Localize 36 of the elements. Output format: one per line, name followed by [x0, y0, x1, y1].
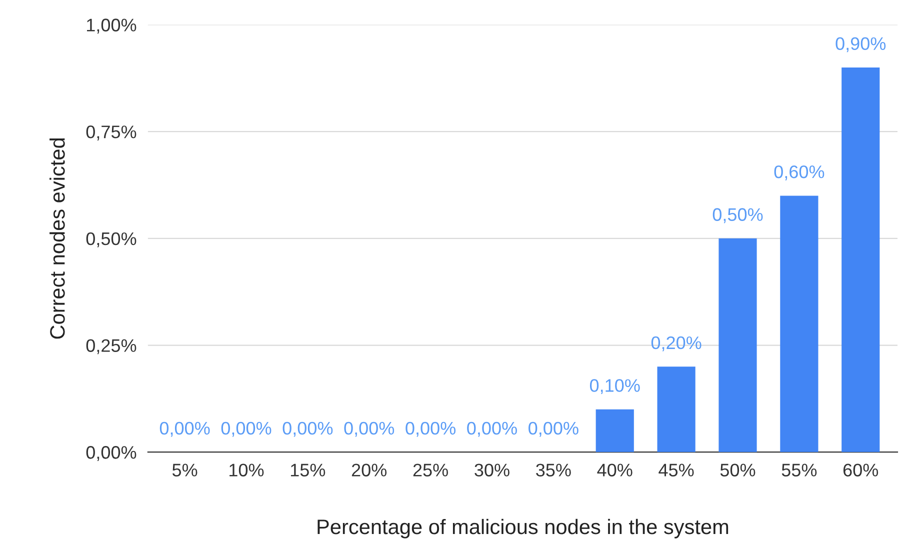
- y-tick-label: 0,50%: [86, 232, 136, 248]
- data-label: 0,60%: [774, 165, 824, 180]
- x-tick-label: 55%: [782, 464, 817, 476]
- bar: [718, 238, 757, 452]
- y-tick-label: 1,00%: [87, 18, 136, 34]
- x-tick-label: 30%: [474, 464, 510, 476]
- y-axis-title: Correct nodes evicted: [50, 138, 65, 339]
- x-tick-label: 45%: [658, 464, 694, 476]
- x-tick-label: 50%: [720, 464, 756, 476]
- bar: [780, 196, 818, 452]
- x-tick-label: 20%: [352, 464, 387, 476]
- x-tick-label: 40%: [597, 464, 632, 476]
- data-label: 0,00%: [160, 422, 210, 437]
- data-label: 0,20%: [651, 336, 702, 352]
- bar: [596, 409, 634, 452]
- data-label: 0,00%: [282, 422, 333, 437]
- data-label: 0,00%: [344, 422, 394, 437]
- y-tick-label: 0,00%: [86, 446, 136, 461]
- data-label: 0,00%: [467, 422, 517, 437]
- x-tick-label: 60%: [843, 464, 878, 476]
- y-tick-label: 0,25%: [86, 339, 136, 354]
- data-label: 0,50%: [712, 208, 763, 224]
- x-tick-label: 10%: [230, 464, 264, 476]
- bar: [657, 366, 696, 452]
- x-tick-label: 35%: [536, 464, 571, 476]
- data-label: 0,00%: [528, 422, 578, 437]
- x-tick-label: 5%: [172, 464, 198, 476]
- data-label: 0,00%: [221, 422, 272, 437]
- x-tick-label: 25%: [413, 464, 448, 476]
- x-axis-title: Percentage of malicious nodes in the system: [318, 518, 728, 538]
- data-label: 0,90%: [836, 37, 886, 52]
- data-label: 0,00%: [406, 422, 456, 437]
- x-tick-label: 15%: [290, 464, 326, 476]
- data-label: 0,10%: [590, 379, 640, 394]
- bar: [842, 67, 880, 452]
- y-tick-label: 0,75%: [86, 126, 136, 140]
